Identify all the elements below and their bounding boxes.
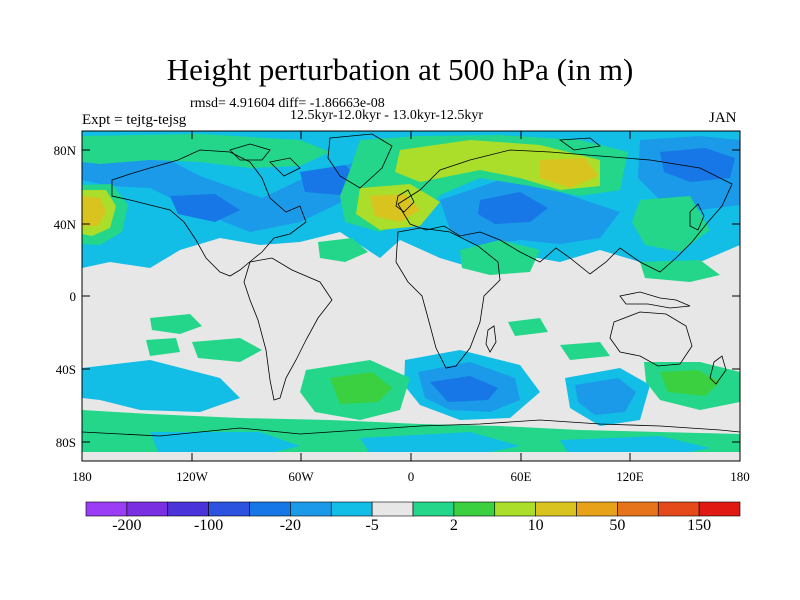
colorbar-swatch (576, 501, 618, 517)
colorbar-swatch (494, 501, 536, 517)
coastline-south-america (243, 257, 333, 401)
colorbar-swatch (330, 501, 373, 517)
colorbar-label: -200 (112, 517, 142, 534)
period-label: 12.5kyr-12.0kyr - 13.0kyr-12.5kyr (290, 108, 484, 123)
colorbar-swatch (535, 501, 577, 517)
contour-region (560, 342, 610, 360)
contour-region (192, 338, 262, 362)
contour-region (460, 240, 540, 275)
lon-label-120w: 120W (176, 469, 209, 484)
contour-field (82, 131, 740, 461)
contour-region (370, 194, 420, 222)
colorbar-swatch (85, 501, 128, 517)
colorbar-label: 50 (609, 517, 626, 534)
contour-region (82, 360, 240, 412)
longitude-labels: 180 120W 60W 0 60E 120E 180 (72, 469, 750, 484)
lat-label-40s: 40S (56, 362, 76, 377)
colorbar-swatch (412, 501, 455, 517)
coastlines (82, 133, 740, 437)
experiment-label: Expt = tejtg-tejsg (82, 112, 187, 128)
lon-label-60w: 60W (288, 469, 314, 484)
colorbar-swatch (453, 501, 496, 517)
contour-region (82, 148, 362, 232)
lon-label-120e: 120E (616, 469, 644, 484)
coastline-uk (395, 189, 415, 213)
rmsd-stats: rmsd= 4.91604 diff= -1.86663e-08 (190, 96, 385, 111)
coastline-madagascar (485, 325, 497, 353)
contour-region (82, 134, 330, 168)
lon-label-60e: 60E (511, 469, 532, 484)
colorbar (85, 501, 741, 517)
coastline-australia (609, 311, 693, 367)
colorbar-swatch (126, 501, 169, 517)
lat-label-0: 0 (70, 289, 77, 304)
coastline-new-zealand (709, 355, 727, 385)
contour-region (478, 192, 548, 224)
colorbar-swatch (208, 501, 250, 517)
contour-region (170, 194, 240, 222)
lat-label-80s: 80S (56, 435, 76, 450)
colorbar-swatch (371, 501, 414, 517)
colorbar-label: -20 (279, 517, 302, 534)
contour-region (508, 318, 548, 336)
coastline-indonesia (619, 291, 691, 309)
contour-region (318, 238, 368, 262)
colorbar-label: -100 (193, 517, 224, 534)
colorbar-swatch (657, 501, 700, 517)
coastline-antarctica (82, 419, 740, 437)
contour-region (146, 338, 180, 356)
colorbar-label: 150 (687, 517, 712, 534)
contour-region (430, 376, 498, 402)
figure-title: Height perturbation at 500 hPa (in m) (166, 52, 634, 87)
contour-region (632, 196, 710, 252)
contour-region (360, 432, 520, 456)
contour-region (150, 314, 202, 334)
contour-region (640, 260, 720, 282)
contour-region (150, 432, 300, 458)
lon-label-180e: 180 (730, 469, 750, 484)
contour-region (575, 378, 636, 415)
lon-label-0: 0 (408, 469, 415, 484)
latitude-labels: 80N 40N 0 40S 80S (54, 143, 77, 450)
colorbar-swatch (698, 501, 741, 517)
coastline-africa (395, 227, 501, 369)
coastline-north-america (111, 149, 307, 277)
colorbar-label: -5 (365, 517, 379, 534)
month-label: JAN (709, 110, 737, 126)
coastline-japan (689, 203, 705, 231)
coastline-arctic-islands (229, 137, 601, 177)
contour-region (82, 196, 106, 226)
lat-label-40n: 40N (54, 217, 77, 232)
colorbar-swatch (167, 501, 209, 517)
colorbar-label: 10 (527, 517, 544, 534)
coastline-greenland (327, 133, 393, 189)
colorbar-swatch (249, 501, 291, 517)
contour-region (660, 148, 735, 182)
axis-ticks (81, 131, 741, 461)
lat-label-80n: 80N (54, 143, 77, 158)
lon-label-180w: 180 (72, 469, 92, 484)
colorbar-swatch (617, 501, 659, 517)
contour-region (330, 372, 392, 404)
colorbar-label: 2 (449, 517, 458, 534)
colorbar-swatch (290, 501, 332, 517)
contour-region (540, 158, 598, 188)
coastline-eurasia (397, 149, 733, 275)
contour-region (660, 370, 720, 396)
